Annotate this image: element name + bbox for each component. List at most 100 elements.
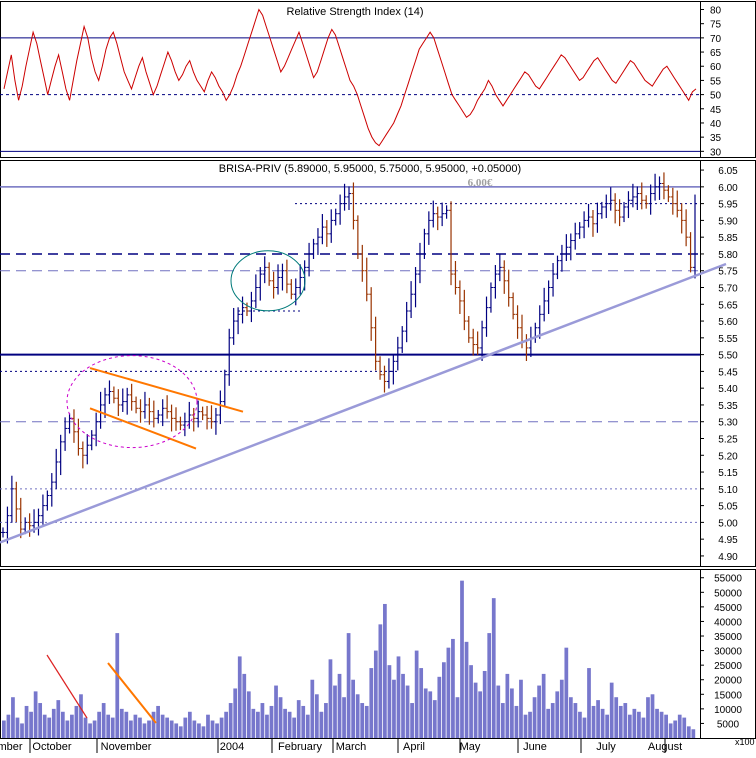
volume-tick-label: 15000 [714,690,742,701]
volume-bar [478,691,483,738]
volume-bar [287,711,292,738]
volume-bar [369,668,374,738]
volume-bar [278,697,283,738]
volume-bar [582,717,587,738]
volume-multiplier-label: x100 [735,737,755,747]
volume-frame [0,569,756,739]
volume-bar [405,685,410,738]
volume-bar [691,729,696,738]
rsi-tick-label: 55 [710,76,722,87]
volume-bar [682,717,687,738]
volume-bar [92,720,97,738]
price-tick-label: 5.40 [718,384,738,395]
volume-bar [360,703,365,738]
volume-bar [627,714,632,738]
volume-bar [178,726,183,738]
volume-bar [224,711,228,738]
price-tick-label: 5.35 [718,401,738,412]
volume-bar [546,708,551,738]
volume-tick-label: 25000 [714,661,742,672]
price-tick-label: 5.90 [718,216,738,227]
volume-bar [156,705,160,738]
volume-bar [256,711,260,738]
x-axis-month-label: May [460,741,481,753]
volume-bar [555,691,560,738]
price-tick-label: 5.05 [718,502,738,513]
volume-bar [614,697,619,738]
volume-bar [541,673,546,738]
volume-bar [419,668,424,738]
volume-bar [169,720,174,738]
volume-bar [659,711,664,738]
volume-bar [591,705,596,738]
volume-bar [6,714,11,738]
volume-bar [219,717,224,738]
volume-bar [20,723,24,738]
consolidation-ellipse [230,250,306,312]
price-tick-label: 5.85 [718,233,738,244]
price-tick-label: 5.95 [718,200,738,211]
volume-bar [237,656,242,738]
volume-bar [260,703,265,738]
volume-bar [686,726,691,738]
x-axis-month-label: July [596,741,616,753]
price-tick-label: 6.00 [718,183,738,194]
volume-trend-line-red [46,654,88,719]
volume-bar [74,705,79,738]
volume-bar [655,708,659,738]
volume-bar [523,714,528,738]
volume-bar [387,665,392,738]
volume-bar [119,708,124,738]
volume-bar [600,708,605,738]
x-axis-month-label: 2004 [220,741,244,753]
volume-bar [51,708,56,738]
volume-bar [233,688,238,738]
price-tick-label: 4.90 [718,552,738,563]
price-tick-label: 5.70 [718,284,738,295]
volume-bar [183,717,188,738]
volume-bar [337,673,342,738]
volume-bar [33,691,38,738]
rsi-tick-label: 30 [710,147,722,158]
volume-panel: x100 5000 10000 15000 20000 25000 30000 35000 4… [2,574,755,747]
volume-bar [410,703,414,738]
volume-bar [246,691,251,738]
volume-bar [319,711,324,738]
rsi-frame [0,1,756,158]
x-axis-month-label: November [101,741,152,753]
price-tick-label: 5.30 [718,418,738,429]
volume-tick-label: 30000 [714,647,742,658]
price-panel: BRISA-PRIV (5.89000, 5.95000, 5.75000, 5… [0,163,738,563]
volume-bar [269,705,274,738]
volume-bar [2,720,6,738]
volume-bar [455,697,460,738]
rsi-tick-label: 50 [710,91,722,102]
volume-bar [364,705,369,738]
volume-bar [97,711,101,738]
volume-bar [605,714,610,738]
rsi-tick-label: 40 [710,119,722,130]
volume-bar [500,703,505,738]
volume-bar [251,708,256,738]
volume-bar [677,714,682,738]
volume-bar [305,714,310,738]
volume-bar [324,703,328,738]
volume-bar [283,708,287,738]
volume-bar [392,679,396,738]
price-tick-label: 5.55 [718,334,738,345]
volume-bar [24,705,29,738]
rsi-tick-label: 80 [710,6,722,17]
volume-bar [505,673,510,738]
volume-bar [414,650,419,738]
volume-bar [187,711,192,738]
volume-bar [29,711,33,738]
x-axis-month-label: October [32,741,71,753]
volume-bar [110,717,115,738]
volume-bar [482,670,487,738]
volume-bar [47,717,52,738]
volume-bar [428,691,433,738]
volume-bar [609,682,614,738]
volume-bar [564,647,569,738]
volume-tick-label: 10000 [714,705,742,716]
volume-bar [668,723,673,738]
